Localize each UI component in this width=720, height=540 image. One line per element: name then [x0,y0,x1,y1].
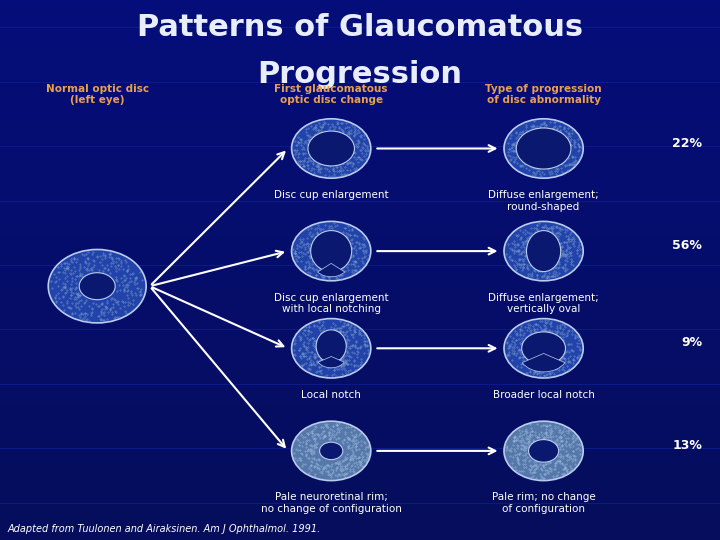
Bar [0,339,720,348]
Bar [0,329,720,339]
Text: Pale rim; no change
of configuration: Pale rim; no change of configuration [492,492,595,514]
Bar [0,348,720,357]
Bar [0,83,720,91]
Bar [0,449,720,457]
Text: Progression: Progression [258,60,462,90]
Bar [0,55,720,64]
Bar [0,421,720,430]
Circle shape [292,221,371,281]
Text: Adapted from Tuulonen and Airaksinen. Am J Ophthalmol. 1991.: Adapted from Tuulonen and Airaksinen. Am… [7,523,320,534]
Bar [0,119,720,128]
Ellipse shape [311,231,352,272]
Text: Disc cup enlargement: Disc cup enlargement [274,190,389,200]
Bar [0,467,720,476]
Bar [0,156,720,165]
Bar [0,238,720,247]
Bar [0,220,720,229]
Bar [0,321,720,329]
Text: First glaucomatous
optic disc change: First glaucomatous optic disc change [274,84,388,105]
Bar [0,412,720,421]
Circle shape [504,221,583,281]
Circle shape [292,319,371,378]
Text: Patterns of Glaucomatous: Patterns of Glaucomatous [137,14,583,43]
Bar [0,229,720,238]
Circle shape [528,440,559,462]
Bar [0,201,720,211]
Circle shape [48,249,146,323]
Bar [0,394,720,403]
Bar [0,73,720,83]
Bar [0,183,720,192]
Bar [0,9,720,18]
Text: 22%: 22% [672,137,702,150]
Circle shape [308,131,354,166]
Bar [0,440,720,449]
Bar [0,211,720,220]
Bar [0,302,720,311]
Bar [0,522,720,531]
Bar [0,312,720,320]
Wedge shape [318,264,345,276]
Bar [0,165,720,174]
Text: Diffuse enlargement;
vertically oval: Diffuse enlargement; vertically oval [488,293,599,314]
Bar [0,485,720,494]
Text: Diffuse enlargement;
round-shaped: Diffuse enlargement; round-shaped [488,190,599,212]
Bar [0,531,720,540]
Bar [0,37,720,46]
Bar [0,146,720,156]
Text: Broader local notch: Broader local notch [492,390,595,400]
Text: Pale neuroretinal rim;
no change of configuration: Pale neuroretinal rim; no change of conf… [261,492,402,514]
Bar [0,138,720,146]
Bar [0,46,720,55]
Ellipse shape [316,330,346,363]
Bar [0,28,720,37]
Bar [0,64,720,73]
Bar [0,366,720,375]
Wedge shape [318,356,344,368]
Text: 9%: 9% [681,336,702,349]
Bar [0,0,720,9]
Bar [0,284,720,293]
Bar [0,293,720,302]
Bar [0,476,720,485]
Bar [0,92,720,100]
Text: Disc cup enlargement
with local notching: Disc cup enlargement with local notching [274,293,389,314]
Circle shape [522,332,565,365]
Bar [0,357,720,366]
Ellipse shape [526,231,561,272]
Circle shape [504,319,583,378]
Text: Type of progression
of disc abnormality: Type of progression of disc abnormality [485,84,602,105]
Circle shape [292,119,371,178]
Circle shape [79,273,115,300]
Wedge shape [522,354,565,372]
Circle shape [292,421,371,481]
Circle shape [504,421,583,481]
Bar [0,375,720,384]
Bar [0,110,720,119]
Bar [0,174,720,183]
Bar [0,503,720,512]
Bar [0,247,720,256]
Text: 13%: 13% [672,439,702,452]
Bar [0,256,720,266]
Bar [0,384,720,394]
Bar [0,512,720,522]
Text: Normal optic disc
(left eye): Normal optic disc (left eye) [45,84,149,105]
Bar [0,495,720,503]
Bar [0,266,720,274]
Text: 56%: 56% [672,239,702,252]
Circle shape [320,442,343,460]
Bar [0,129,720,137]
Text: Local notch: Local notch [301,390,361,400]
Bar [0,101,720,110]
Bar [0,18,720,28]
Bar [0,458,720,467]
Bar [0,430,720,440]
Bar [0,192,720,201]
Circle shape [504,119,583,178]
Bar [0,403,720,412]
Circle shape [516,128,571,169]
Bar [0,275,720,284]
